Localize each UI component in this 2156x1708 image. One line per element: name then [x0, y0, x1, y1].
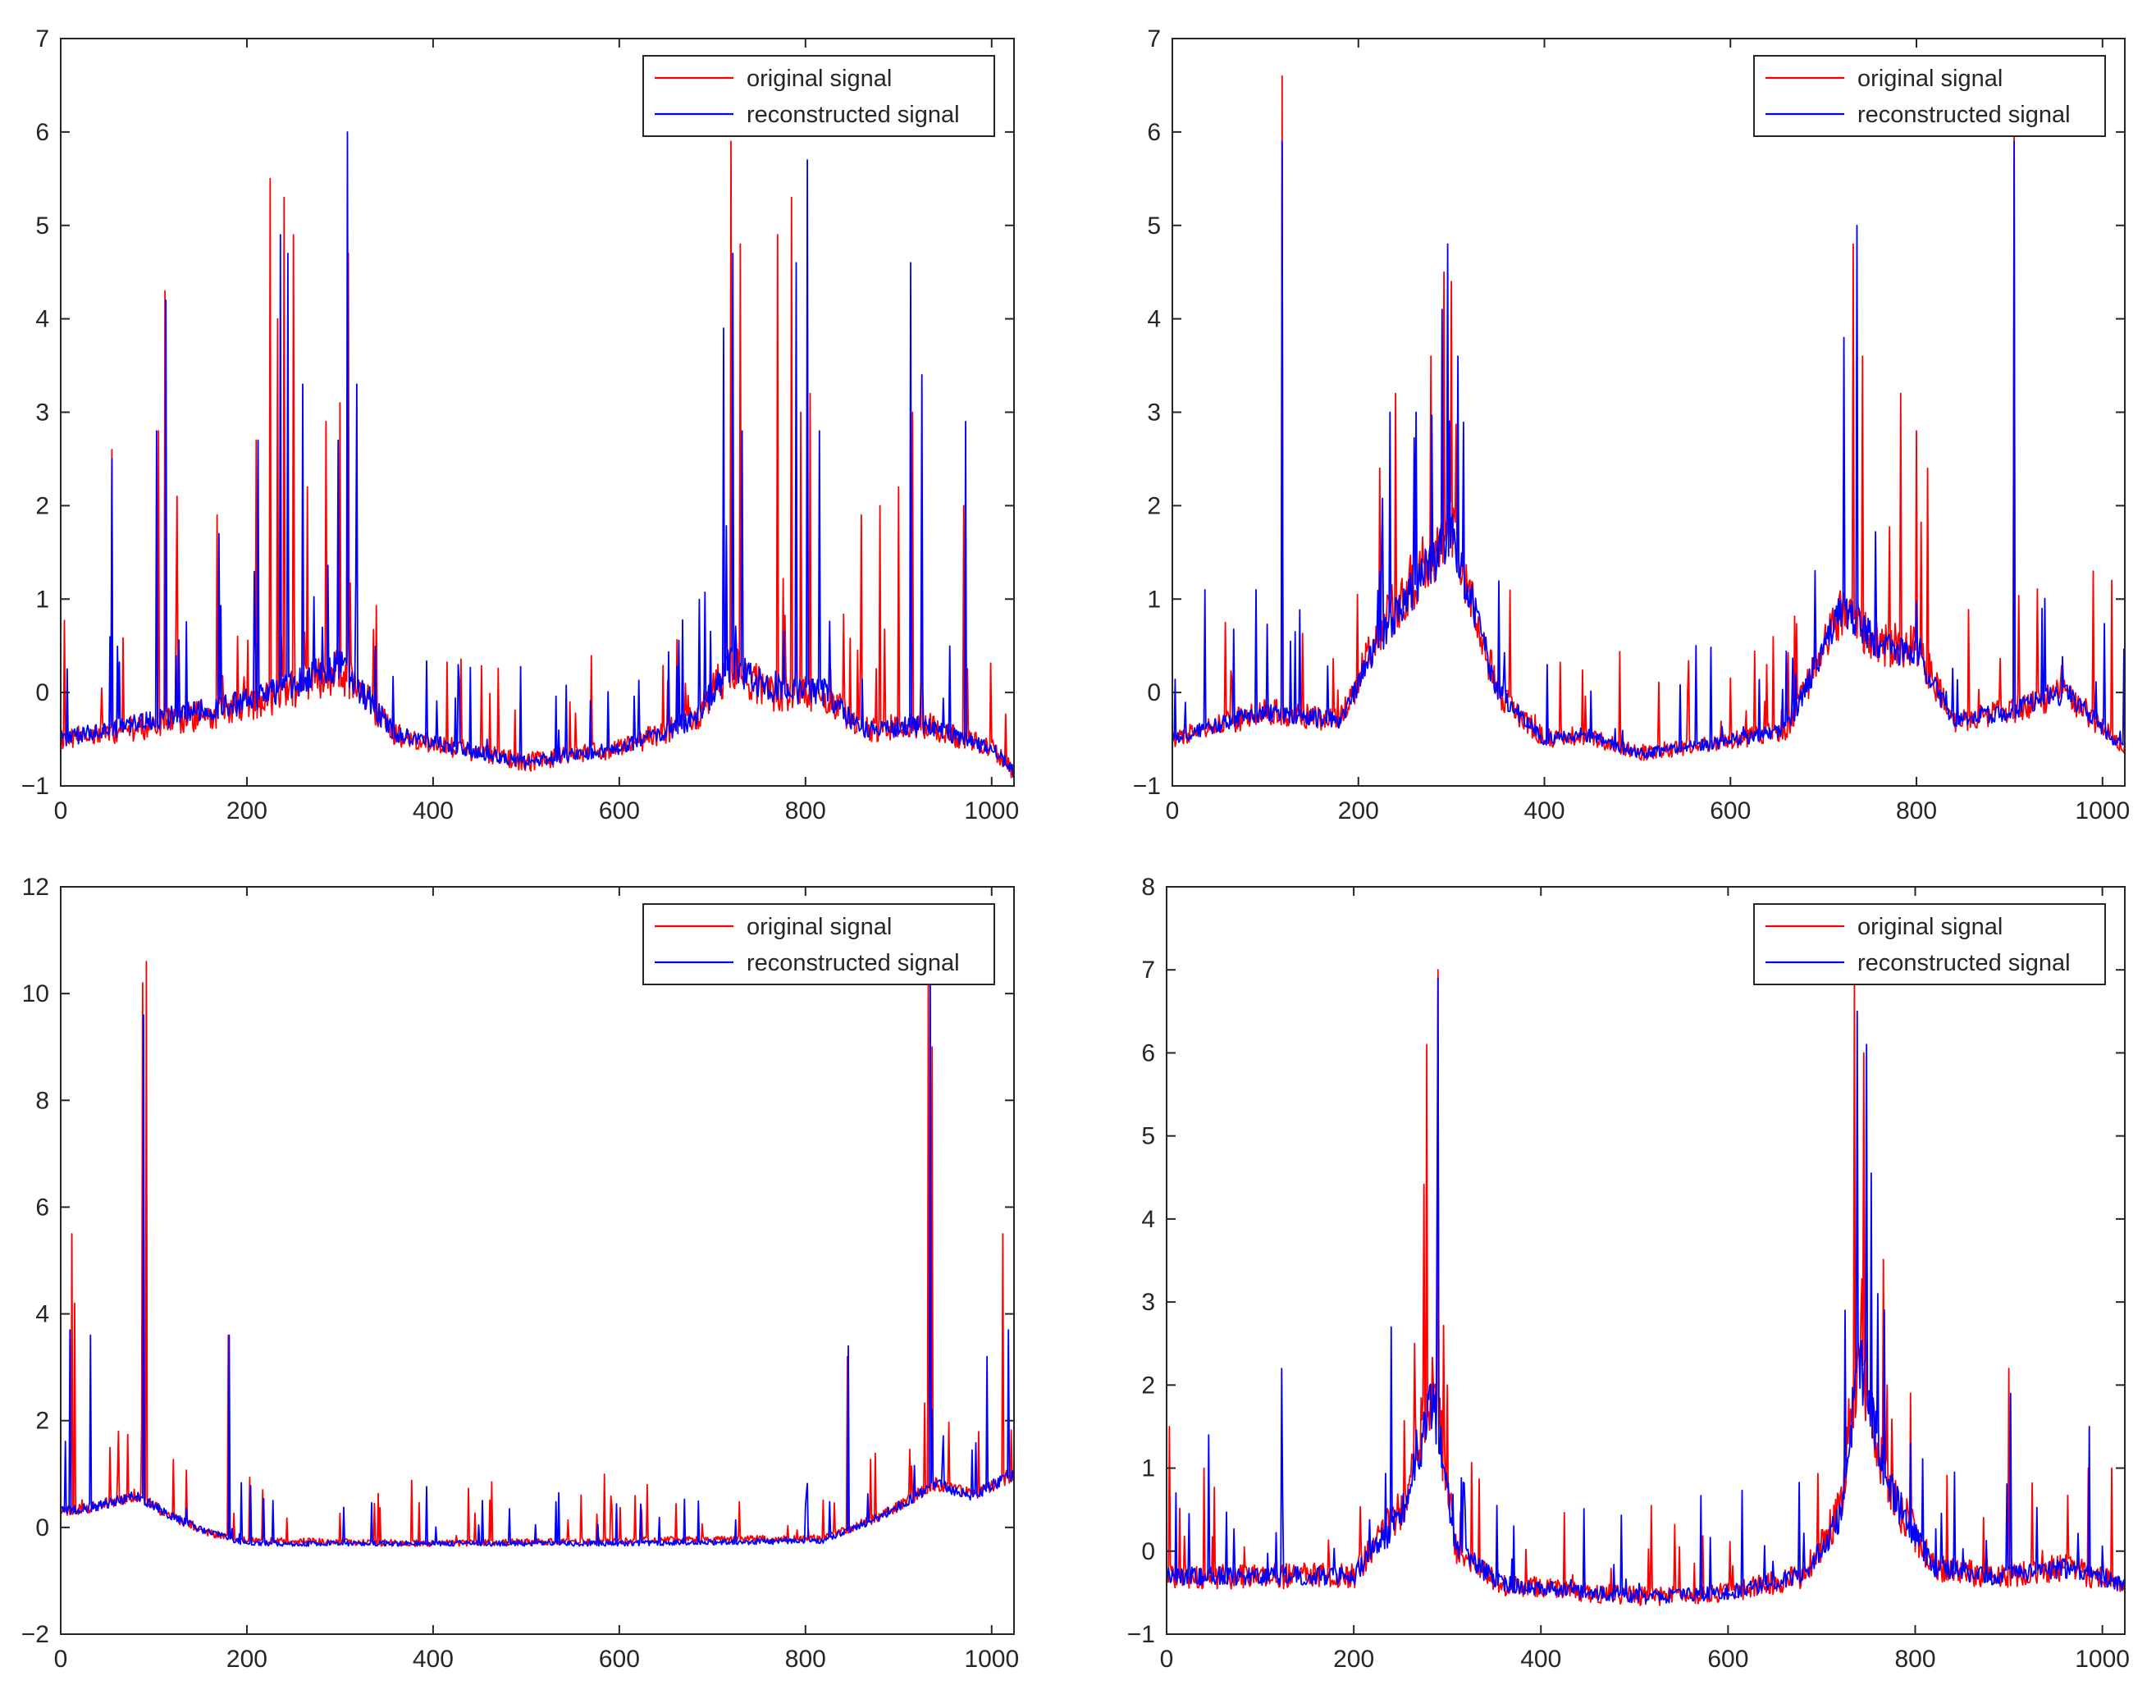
- chart-top-right-series-original: [1172, 75, 2126, 761]
- chart-bottom-right-series-original: [1166, 969, 2126, 1606]
- chart-top-left-legend: [642, 55, 995, 137]
- chart-bottom-right-xtick-label: 200: [1333, 1646, 1374, 1673]
- chart-bottom-left-legend-label-original: original signal: [747, 914, 892, 940]
- chart-top-left-xtick-label: 600: [599, 797, 640, 824]
- chart-bottom-right-xtick-label: 0: [1160, 1646, 1174, 1673]
- chart-top-left-xtick-label: 1000: [964, 797, 1019, 824]
- chart-bottom-right: 0 200 400 600 800 1000 −1 0 1 2 3 4 5 6 7 8 original sig…: [1078, 854, 2156, 1708]
- chart-bottom-left-ytick-label: −2: [21, 1621, 49, 1648]
- chart-bottom-left-plot-frame: [60, 886, 1015, 1635]
- chart-top-right-xtick-label: 600: [1710, 797, 1751, 824]
- chart-top-right-xtick-label: 0: [1166, 797, 1180, 824]
- chart-bottom-left-ytick-label: 12: [22, 874, 49, 901]
- chart-top-left-series-original: [60, 140, 1015, 779]
- chart-top-left-ytick-label: 5: [35, 212, 49, 240]
- chart-top-right-series-reconstructed: [1172, 140, 2126, 759]
- chart-bottom-left-xtick-label: 400: [413, 1646, 454, 1673]
- chart-top-right-ytick-label: −1: [1133, 773, 1161, 800]
- chart-bottom-left-ytick-label: 4: [35, 1301, 49, 1328]
- chart-top-right-ytick-label: 6: [1147, 119, 1161, 146]
- chart-top-right-ytick-label: 5: [1147, 212, 1161, 240]
- chart-top-left-plot-frame: [60, 38, 1015, 787]
- chart-bottom-right-ytick-label: 5: [1141, 1123, 1155, 1150]
- chart-bottom-right-ytick-label: −1: [1127, 1621, 1155, 1648]
- chart-bottom-right-ytick-label: 1: [1141, 1455, 1155, 1482]
- chart-bottom-right-ytick-label: 6: [1141, 1039, 1155, 1066]
- chart-top-right-ytick-label: 2: [1147, 492, 1161, 519]
- chart-bottom-left-xtick-label: 1000: [964, 1646, 1019, 1673]
- chart-top-right-ytick-label: 4: [1147, 306, 1161, 333]
- chart-bottom-right-xtick-label: 400: [1520, 1646, 1561, 1673]
- chart-top-right-legend-label-reconstructed: reconstructed signal: [1857, 102, 2071, 128]
- chart-top-right-xtick-label: 1000: [2075, 797, 2130, 824]
- chart-top-right-plot-frame: [1172, 38, 2126, 787]
- chart-bottom-right-ytick-label: 2: [1141, 1372, 1155, 1399]
- chart-bottom-right-plot-frame: [1166, 886, 2126, 1635]
- chart-bottom-left-ytick-label: 8: [35, 1087, 49, 1114]
- chart-bottom-right-xtick-label: 600: [1707, 1646, 1748, 1673]
- chart-bottom-left-ytick-label: 10: [22, 980, 49, 1007]
- chart-top-left-xtick-label: 400: [413, 797, 454, 824]
- chart-bottom-right-ytick-label: 3: [1141, 1289, 1155, 1316]
- chart-bottom-right-legend-label-reconstructed: reconstructed signal: [1857, 950, 2071, 976]
- chart-top-left-xtick-label: 0: [54, 797, 68, 824]
- chart-bottom-left-xtick-label: 600: [599, 1646, 640, 1673]
- chart-top-left-ytick-label: 0: [35, 679, 49, 706]
- chart-top-left: 0 200 400 600 800 1000 −1 0 1 2 3 4 5 6 7 original sign…: [0, 0, 1078, 854]
- chart-bottom-left-legend: [642, 903, 995, 985]
- chart-top-left-ytick-label: 7: [35, 25, 49, 53]
- chart-top-right-xtick-label: 400: [1523, 797, 1564, 824]
- chart-top-left-xtick-label: 200: [226, 797, 267, 824]
- chart-top-right-legend-label-original: original signal: [1857, 66, 2003, 92]
- chart-bottom-left-legend-label-reconstructed: reconstructed signal: [747, 950, 960, 976]
- chart-top-right-legend: [1753, 55, 2106, 137]
- chart-top-left-series-reconstructed: [60, 131, 1015, 778]
- chart-top-right-ytick-label: 7: [1147, 25, 1161, 53]
- chart-top-left-ytick-label: 3: [35, 400, 49, 427]
- chart-bottom-left-xtick-label: 200: [226, 1646, 267, 1673]
- chart-top-right-xtick-label: 200: [1338, 797, 1379, 824]
- chart-top-left-xtick-label: 800: [785, 797, 826, 824]
- chart-bottom-left-series-reconstructed: [60, 971, 1015, 1547]
- chart-bottom-left-ytick-label: 6: [35, 1194, 49, 1221]
- chart-bottom-right-ytick-label: 4: [1141, 1206, 1155, 1233]
- chart-top-left-ytick-label: 1: [35, 586, 49, 613]
- chart-top-left-legend-label-original: original signal: [747, 66, 892, 92]
- chart-top-right: 0 200 400 600 800 1000 −1 0 1 2 3 4 5 6 7 original sign…: [1078, 0, 2156, 854]
- chart-bottom-right-ytick-label: 7: [1141, 957, 1155, 984]
- chart-bottom-right-legend: [1753, 903, 2106, 985]
- chart-bottom-right-ytick-label: 0: [1141, 1538, 1155, 1565]
- chart-bottom-right-xtick-label: 800: [1894, 1646, 1935, 1673]
- chart-bottom-left-ytick-label: 0: [35, 1514, 49, 1541]
- chart-top-left-ytick-label: 2: [35, 492, 49, 519]
- chart-bottom-right-legend-label-original: original signal: [1857, 914, 2003, 940]
- chart-top-left-ytick-label: 6: [35, 119, 49, 146]
- chart-bottom-left: 0 200 400 600 800 1000 −2 0 2 4 6 8 10 12 original sig…: [0, 854, 1078, 1708]
- chart-top-right-ytick-label: 3: [1147, 400, 1161, 427]
- chart-bottom-left-xtick-label: 800: [785, 1646, 826, 1673]
- chart-top-right-ytick-label: 1: [1147, 586, 1161, 613]
- chart-top-right-ytick-label: 0: [1147, 679, 1161, 706]
- chart-top-left-ytick-label: −1: [21, 773, 49, 800]
- chart-bottom-right-xtick-label: 1000: [2075, 1646, 2130, 1673]
- chart-bottom-right-ytick-label: 8: [1141, 874, 1155, 901]
- chart-bottom-left-xtick-label: 0: [54, 1646, 68, 1673]
- chart-bottom-left-ytick-label: 2: [35, 1408, 49, 1435]
- chart-top-left-ytick-label: 4: [35, 306, 49, 333]
- chart-bottom-left-series-original: [60, 950, 1015, 1548]
- chart-top-left-legend-label-reconstructed: reconstructed signal: [747, 102, 960, 128]
- chart-bottom-right-series-reconstructed: [1166, 977, 2126, 1604]
- chart-top-right-xtick-label: 800: [1896, 797, 1937, 824]
